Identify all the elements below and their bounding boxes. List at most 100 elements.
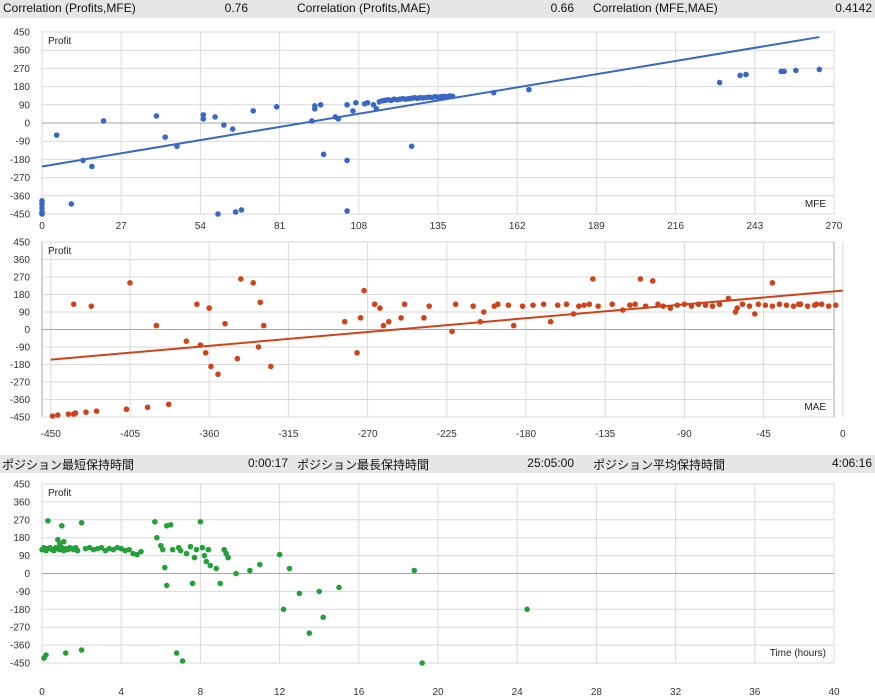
x-tick-label: -270 <box>358 429 378 440</box>
data-point <box>681 301 688 308</box>
data-point <box>60 538 67 545</box>
data-point <box>207 562 214 569</box>
data-point <box>174 143 180 150</box>
data-point <box>335 116 342 122</box>
data-point <box>734 305 740 311</box>
y-tick-label: 360 <box>13 497 30 508</box>
data-point <box>257 561 263 568</box>
data-point <box>183 338 190 344</box>
data-point <box>769 303 776 309</box>
data-point <box>746 303 753 309</box>
data-point <box>495 301 501 308</box>
y-tick-label: 270 <box>13 273 30 284</box>
data-point <box>201 552 208 559</box>
data-point <box>173 650 180 656</box>
data-point <box>215 211 221 217</box>
data-point <box>354 350 360 356</box>
x-tick-label: 108 <box>350 221 367 232</box>
data-point <box>570 311 577 317</box>
data-point <box>163 582 170 589</box>
data-point <box>408 143 415 150</box>
data-point <box>39 209 45 215</box>
data-point <box>341 318 348 325</box>
x-tick-label: 16 <box>353 687 365 698</box>
data-point <box>336 584 342 591</box>
data-point <box>642 303 649 309</box>
data-point <box>632 301 638 308</box>
data-point <box>234 355 241 362</box>
data-point <box>100 118 107 124</box>
x-tick-label: 20 <box>432 687 444 698</box>
data-point <box>590 276 596 282</box>
y-tick-label: -180 <box>10 155 30 166</box>
data-point <box>43 652 49 658</box>
x-tick-label: -135 <box>595 429 615 440</box>
data-point <box>276 551 283 558</box>
data-point <box>213 565 220 572</box>
data-point <box>217 580 223 587</box>
data-point <box>78 647 85 653</box>
data-point <box>189 580 196 587</box>
x-tick-label: 135 <box>430 221 447 232</box>
data-point <box>755 301 762 308</box>
y-tick-label: -90 <box>16 137 31 148</box>
data-point <box>426 303 433 309</box>
data-point <box>510 322 517 329</box>
x-tick-label: 0 <box>39 687 45 698</box>
stat-value: 0:00:17 <box>247 456 288 470</box>
data-point <box>695 301 702 308</box>
data-point <box>238 276 244 282</box>
data-point <box>179 658 186 664</box>
data-point <box>123 406 130 413</box>
data-point <box>177 547 184 554</box>
data-point <box>199 544 206 551</box>
x-tick-label: 28 <box>591 687 603 698</box>
data-point <box>225 554 231 561</box>
data-point <box>83 409 89 415</box>
data-point <box>152 518 158 525</box>
data-point <box>344 102 350 108</box>
data-point <box>793 67 799 74</box>
data-point <box>452 301 459 308</box>
data-point <box>197 342 204 348</box>
y-tick-label: 450 <box>13 28 30 39</box>
data-point <box>364 99 371 106</box>
data-point <box>74 547 81 554</box>
data-point <box>238 207 245 213</box>
data-point <box>55 412 61 418</box>
data-point <box>353 99 359 106</box>
data-point <box>320 614 326 621</box>
data-point <box>306 630 313 636</box>
y-tick-label: -450 <box>10 413 30 424</box>
y-tick-label: 90 <box>19 100 31 111</box>
data-point <box>554 302 561 308</box>
data-point <box>716 79 723 86</box>
data-point <box>449 328 455 335</box>
x-tick-label: 162 <box>509 221 526 232</box>
y-tick-label: -270 <box>10 173 30 184</box>
data-point <box>80 157 86 164</box>
data-point <box>45 517 51 524</box>
mae-scatter-chart: -450 -405 -360 -315 -270 -225 -180 -135 -90 -45 04… <box>10 238 846 441</box>
trendline <box>41 36 820 168</box>
stat-label: Correlation (Profits,MAE) <box>297 1 431 15</box>
data-point <box>519 303 526 309</box>
stat-label: Correlation (Profits,MFE) <box>3 1 136 15</box>
data-point <box>377 305 383 311</box>
data-point <box>257 299 264 306</box>
data-point <box>371 301 378 308</box>
y-tick-label: 90 <box>19 308 31 319</box>
data-point <box>205 546 212 553</box>
x-tick-label: 270 <box>826 221 843 232</box>
data-point <box>743 71 749 78</box>
data-point <box>832 302 839 308</box>
data-point <box>595 303 601 309</box>
data-point <box>200 112 207 118</box>
data-point <box>260 322 267 329</box>
data-point <box>154 534 160 541</box>
data-point <box>813 301 820 308</box>
x-tick-label: 0 <box>39 221 45 232</box>
data-point <box>609 301 616 308</box>
data-point <box>134 551 140 558</box>
data-point <box>361 287 367 294</box>
